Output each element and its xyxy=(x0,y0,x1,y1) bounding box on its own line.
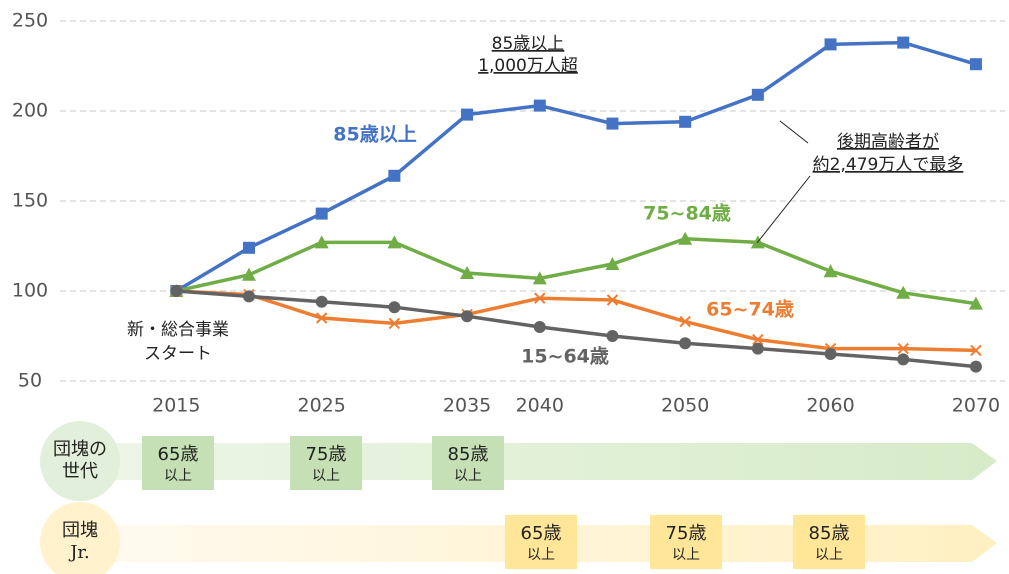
annotation: 約2,479万人で最多 xyxy=(813,155,964,175)
marker xyxy=(606,294,619,306)
marker xyxy=(461,108,474,121)
x-tick-label: 2040 xyxy=(516,395,564,417)
annotation: 1,000万人超 xyxy=(478,56,578,76)
y-tick-label: 200 xyxy=(12,100,48,122)
marker xyxy=(532,271,547,285)
marker xyxy=(678,231,693,245)
marker xyxy=(751,88,764,101)
x-tick-label: 2070 xyxy=(952,395,1000,417)
x-tick-label: 2050 xyxy=(661,395,709,417)
marker xyxy=(314,235,329,249)
marker xyxy=(460,266,475,279)
marker xyxy=(679,337,692,350)
marker xyxy=(533,99,546,112)
series-line xyxy=(176,289,976,353)
age-box-label: 以上 xyxy=(527,547,555,563)
row-badge xyxy=(40,502,120,574)
row-badge xyxy=(40,421,120,501)
marker xyxy=(824,348,837,360)
age-box-label: 以上 xyxy=(164,468,192,484)
y-tick-label: 150 xyxy=(12,190,48,212)
series-label: 65~74歳 xyxy=(706,299,794,321)
row-label: 団塊 xyxy=(62,520,98,541)
age-box-label: 85歳 xyxy=(809,523,850,544)
marker xyxy=(388,169,401,182)
marker xyxy=(315,207,328,220)
marker xyxy=(752,333,764,346)
age-box xyxy=(505,515,577,569)
annotation: 85歳以上 xyxy=(492,34,565,54)
marker xyxy=(824,38,837,51)
x-tick-label: 2025 xyxy=(298,395,346,417)
marker xyxy=(896,285,911,299)
y-tick-label: 250 xyxy=(12,10,48,32)
age-box-label: 以上 xyxy=(815,547,843,563)
marker xyxy=(533,321,546,333)
marker xyxy=(388,317,401,330)
marker xyxy=(969,360,982,373)
marker xyxy=(242,267,256,281)
marker xyxy=(897,342,909,355)
marker xyxy=(243,241,255,254)
marker xyxy=(605,257,620,270)
x-tick-label: 2035 xyxy=(443,395,491,417)
marker xyxy=(461,310,474,323)
series-line xyxy=(176,289,977,369)
marker xyxy=(968,296,983,310)
series-label: 75~84歳 xyxy=(643,203,731,225)
age-box xyxy=(290,436,362,490)
series-group xyxy=(175,40,977,369)
age-box-label: 85歳 xyxy=(448,444,489,465)
marker xyxy=(823,264,838,278)
marker xyxy=(679,115,692,128)
marker xyxy=(170,285,183,297)
row-label: Jr. xyxy=(68,542,90,563)
marker xyxy=(897,353,910,366)
age-box xyxy=(432,436,504,490)
age-box-label: 65歳 xyxy=(158,444,199,465)
callout-line xyxy=(756,175,811,244)
marker xyxy=(388,301,401,314)
age-box-label: 75歳 xyxy=(666,523,707,544)
annotation: スタート xyxy=(144,344,212,364)
age-box-label: 以上 xyxy=(672,547,700,563)
annotation: 後期高齢者が xyxy=(837,132,939,152)
marker xyxy=(606,330,619,342)
marker xyxy=(534,292,546,304)
x-tick-label: 2060 xyxy=(806,395,854,417)
callout-line xyxy=(779,120,809,144)
series-label: 85歳以上 xyxy=(333,124,416,146)
series-line xyxy=(175,40,977,293)
marker xyxy=(387,235,402,249)
age-box-label: 75歳 xyxy=(306,444,347,465)
row-label: 団塊の xyxy=(53,439,107,460)
age-box xyxy=(142,436,214,490)
age-box-label: 以上 xyxy=(312,468,340,484)
y-tick-label: 50 xyxy=(18,370,42,392)
age-box-label: 65歳 xyxy=(521,523,562,544)
series-line xyxy=(175,237,977,306)
marker xyxy=(970,344,982,357)
marker xyxy=(679,315,691,328)
marker xyxy=(897,36,910,49)
marker xyxy=(315,295,328,308)
marker xyxy=(969,58,982,71)
marker xyxy=(243,290,255,303)
marker xyxy=(315,312,328,324)
age-box-label: 以上 xyxy=(454,468,482,484)
x-tick-label: 2015 xyxy=(152,395,200,417)
annotation: 新・総合事業 xyxy=(127,320,229,340)
y-tick-label: 100 xyxy=(12,280,48,302)
series-label: 15~64歳 xyxy=(521,346,609,368)
age-box xyxy=(793,515,865,569)
row-label: 世代 xyxy=(62,461,98,482)
marker xyxy=(751,342,764,355)
age-box xyxy=(650,515,722,569)
marker xyxy=(606,117,619,130)
